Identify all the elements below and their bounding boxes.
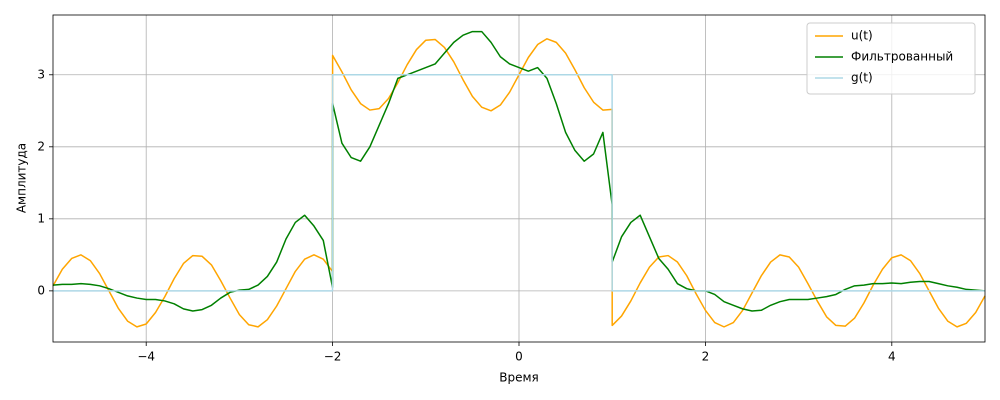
plot-frame [52,14,986,343]
y-tick-label: 3 [37,67,45,81]
x-tick-label: 4 [888,350,896,364]
data-line [53,74,985,292]
y-tick-label: 1 [37,211,45,225]
legend-box [806,22,976,95]
y-axis-label: Амплитуда [15,143,29,213]
x-tick-label: 2 [702,350,710,364]
x-tick-label: 0 [515,350,523,364]
x-tick-label: −4 [137,350,155,364]
legend-label: u(t) [851,29,873,43]
y-tick-label: 2 [37,139,45,153]
x-tick-label: −2 [324,350,342,364]
legend-label: Фильтрованный [851,50,953,64]
legend-label: g(t) [851,71,873,85]
x-axis-label: Время [499,371,539,385]
data-line [52,30,986,312]
legend: u(t) Фильтрованный g(t) [806,22,976,95]
y-tick-label: 0 [37,283,45,297]
